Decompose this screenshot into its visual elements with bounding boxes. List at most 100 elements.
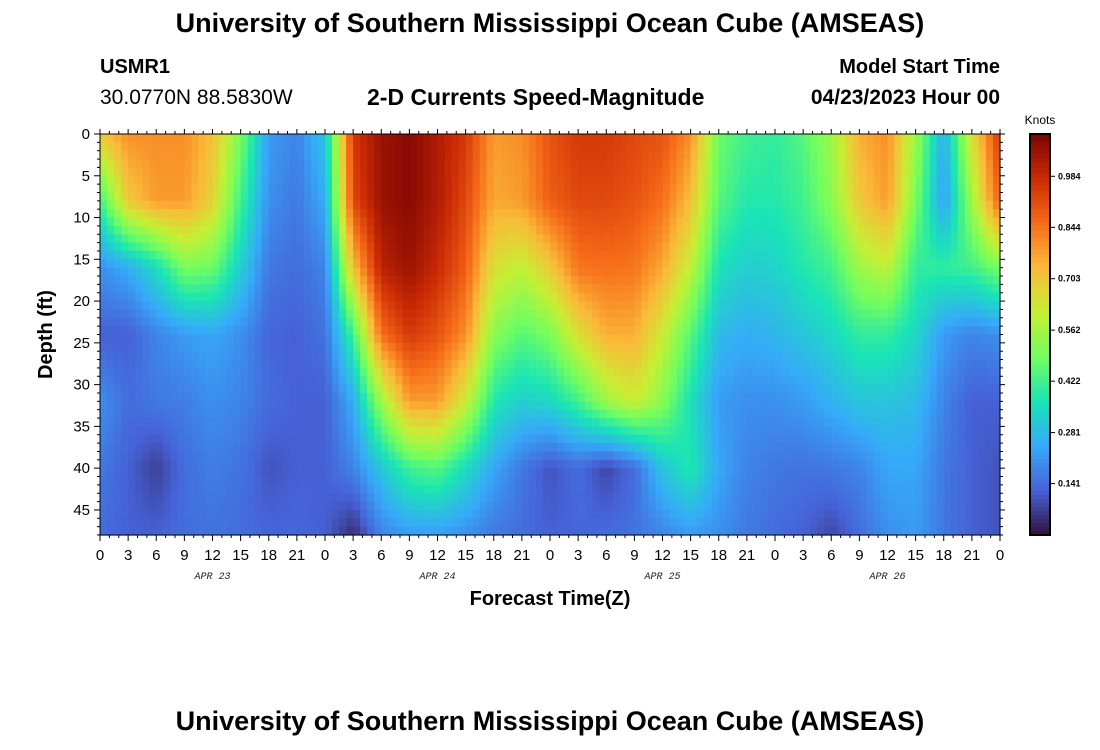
heatmap-cell: [725, 367, 734, 377]
heatmap-cell: [135, 209, 143, 219]
heatmap-cell: [254, 284, 263, 294]
heatmap-cell: [641, 359, 650, 369]
heatmap-cell: [599, 250, 607, 260]
heatmap-cell: [880, 334, 889, 344]
heatmap-cell: [303, 142, 312, 152]
heatmap-cell: [493, 443, 502, 453]
heatmap-cell: [803, 217, 811, 227]
heatmap-cell: [753, 184, 762, 194]
heatmap-cell: [901, 342, 910, 352]
heatmap-cell: [838, 418, 846, 427]
heatmap-cell: [950, 175, 959, 185]
heatmap-cell: [711, 217, 720, 227]
heatmap-cell: [303, 434, 312, 444]
heatmap-cell: [261, 434, 270, 444]
heatmap-cell: [332, 359, 340, 369]
heatmap-cell: [346, 242, 354, 252]
heatmap-cell: [817, 200, 825, 210]
heatmap-cell: [163, 434, 171, 444]
heatmap-cell: [184, 209, 193, 219]
heatmap-cell: [782, 367, 790, 377]
heatmap-cell: [739, 309, 748, 319]
heatmap-cell: [339, 309, 347, 319]
heatmap-cell: [198, 242, 207, 252]
heatmap-cell: [704, 242, 713, 252]
heatmap-cell: [655, 401, 664, 411]
heatmap-cell: [796, 267, 804, 277]
heatmap-cell: [451, 376, 460, 386]
heatmap-cell: [507, 326, 516, 336]
heatmap-cell: [887, 167, 896, 177]
heatmap-cell: [915, 150, 924, 160]
heatmap-cell: [381, 426, 389, 436]
heatmap-cell: [240, 276, 249, 285]
heatmap-cell: [360, 401, 368, 411]
heatmap-cell: [261, 359, 270, 369]
heatmap-cell: [128, 443, 136, 453]
heatmap-cell: [198, 309, 207, 319]
heatmap-cell: [486, 192, 495, 202]
heatmap-cell: [648, 200, 657, 210]
heatmap-cell: [444, 276, 453, 285]
heatmap-cell: [732, 443, 741, 453]
heatmap-cell: [866, 167, 875, 177]
heatmap-cell: [135, 234, 143, 244]
heatmap-cell: [845, 250, 853, 260]
heatmap-cell: [585, 309, 593, 319]
heatmap-cell: [655, 384, 664, 394]
heatmap-cell: [177, 234, 185, 244]
heatmap-cell: [866, 317, 875, 327]
heatmap-cell: [184, 334, 193, 344]
heatmap-cell: [191, 167, 200, 177]
heatmap-cell: [929, 234, 938, 244]
heatmap-cell: [142, 451, 150, 461]
heatmap-cell: [261, 326, 270, 336]
heatmap-cell: [388, 309, 396, 319]
heatmap-cell: [901, 259, 910, 269]
heatmap-cell: [317, 376, 326, 386]
heatmap-cell: [170, 401, 178, 411]
heatmap-cell: [339, 267, 347, 277]
heatmap-cell: [275, 209, 284, 219]
heatmap-cell: [205, 142, 214, 152]
heatmap-cell: [824, 250, 832, 260]
heatmap-cell: [641, 150, 650, 160]
heatmap-cell: [950, 200, 959, 210]
heatmap-cell: [191, 351, 200, 361]
heatmap-cell: [824, 267, 832, 277]
heatmap-cell: [233, 284, 242, 294]
heatmap-cell: [782, 342, 790, 352]
heatmap-cell: [697, 359, 706, 369]
heatmap-cell: [796, 351, 804, 361]
heatmap-cell: [367, 242, 375, 252]
heatmap-cell: [332, 284, 340, 294]
heatmap-cell: [634, 217, 643, 227]
heatmap-cell: [254, 217, 263, 227]
heatmap-cell: [339, 301, 347, 311]
heatmap-cell: [859, 175, 868, 185]
heatmap-cell: [796, 276, 804, 285]
heatmap-cell: [142, 392, 150, 402]
heatmap-cell: [212, 167, 221, 177]
heatmap-cell: [416, 451, 425, 461]
heatmap-cell: [767, 267, 776, 277]
heatmap-cell: [114, 225, 122, 235]
heatmap-cell: [648, 142, 657, 152]
heatmap-cell: [978, 259, 987, 269]
heatmap-cell: [135, 451, 143, 461]
heatmap-cell: [697, 159, 706, 169]
heatmap-cell: [339, 259, 347, 269]
heatmap-cell: [578, 309, 586, 319]
heatmap-cell: [683, 384, 692, 394]
heatmap-cell: [817, 409, 825, 419]
heatmap-cell: [100, 134, 108, 143]
heatmap-cell: [521, 401, 530, 411]
heatmap-cell: [296, 334, 305, 344]
heatmap-cell: [578, 200, 586, 210]
heatmap-cell: [936, 384, 945, 394]
heatmap-cell: [451, 359, 460, 369]
heatmap-cell: [254, 401, 263, 411]
heatmap-cell: [339, 434, 347, 444]
heatmap-cell: [437, 418, 446, 427]
heatmap-cell: [550, 276, 558, 285]
